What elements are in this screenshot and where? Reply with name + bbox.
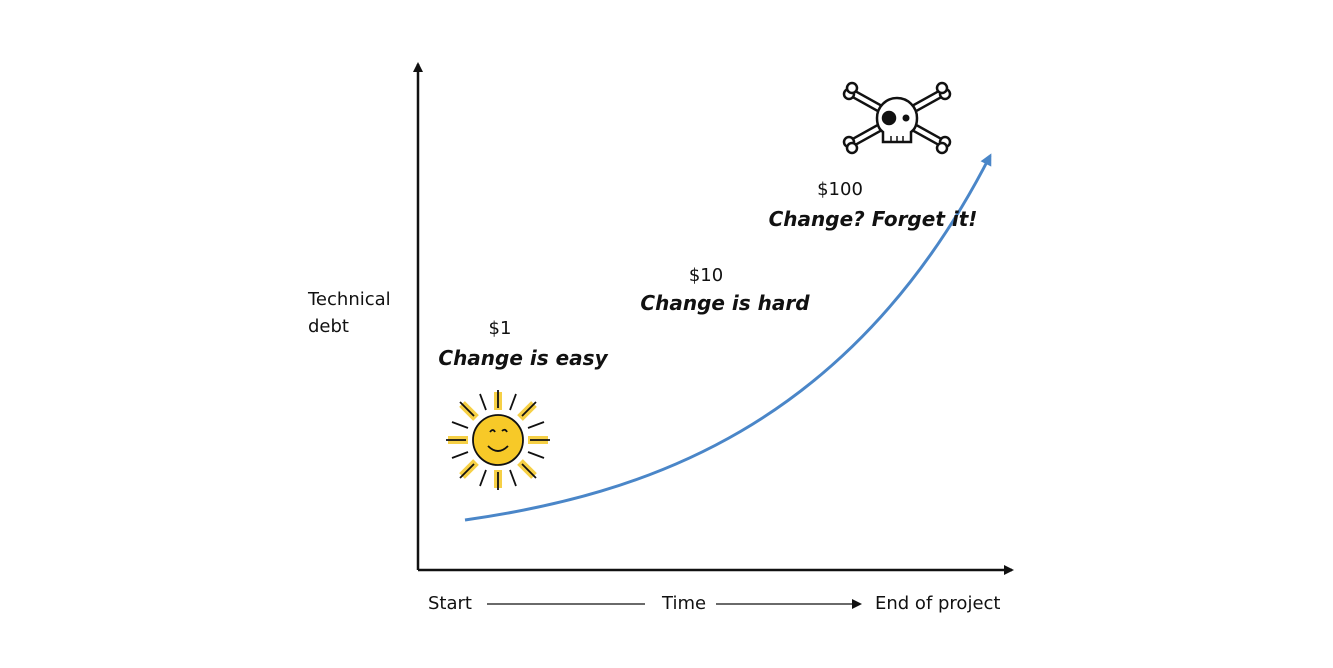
debt-curve bbox=[464, 153, 992, 522]
x-start-label: Start bbox=[428, 593, 472, 614]
annotation-label: Change is easy bbox=[438, 346, 608, 370]
skull-icon bbox=[842, 81, 952, 155]
annotation-label: Change? Forget it! bbox=[769, 207, 978, 231]
cost-label: $1 bbox=[489, 318, 512, 339]
x-end-label: End of project bbox=[875, 593, 1000, 614]
cost-label: $10 bbox=[689, 265, 723, 286]
y-axis-label: debt bbox=[308, 316, 349, 337]
cost-label: $100 bbox=[817, 179, 863, 200]
x-middle-label: Time bbox=[661, 593, 706, 614]
sun-icon bbox=[446, 390, 550, 490]
axes bbox=[413, 62, 1014, 575]
y-axis-label: Technical bbox=[307, 289, 391, 310]
annotation-label: Change is hard bbox=[640, 291, 810, 315]
